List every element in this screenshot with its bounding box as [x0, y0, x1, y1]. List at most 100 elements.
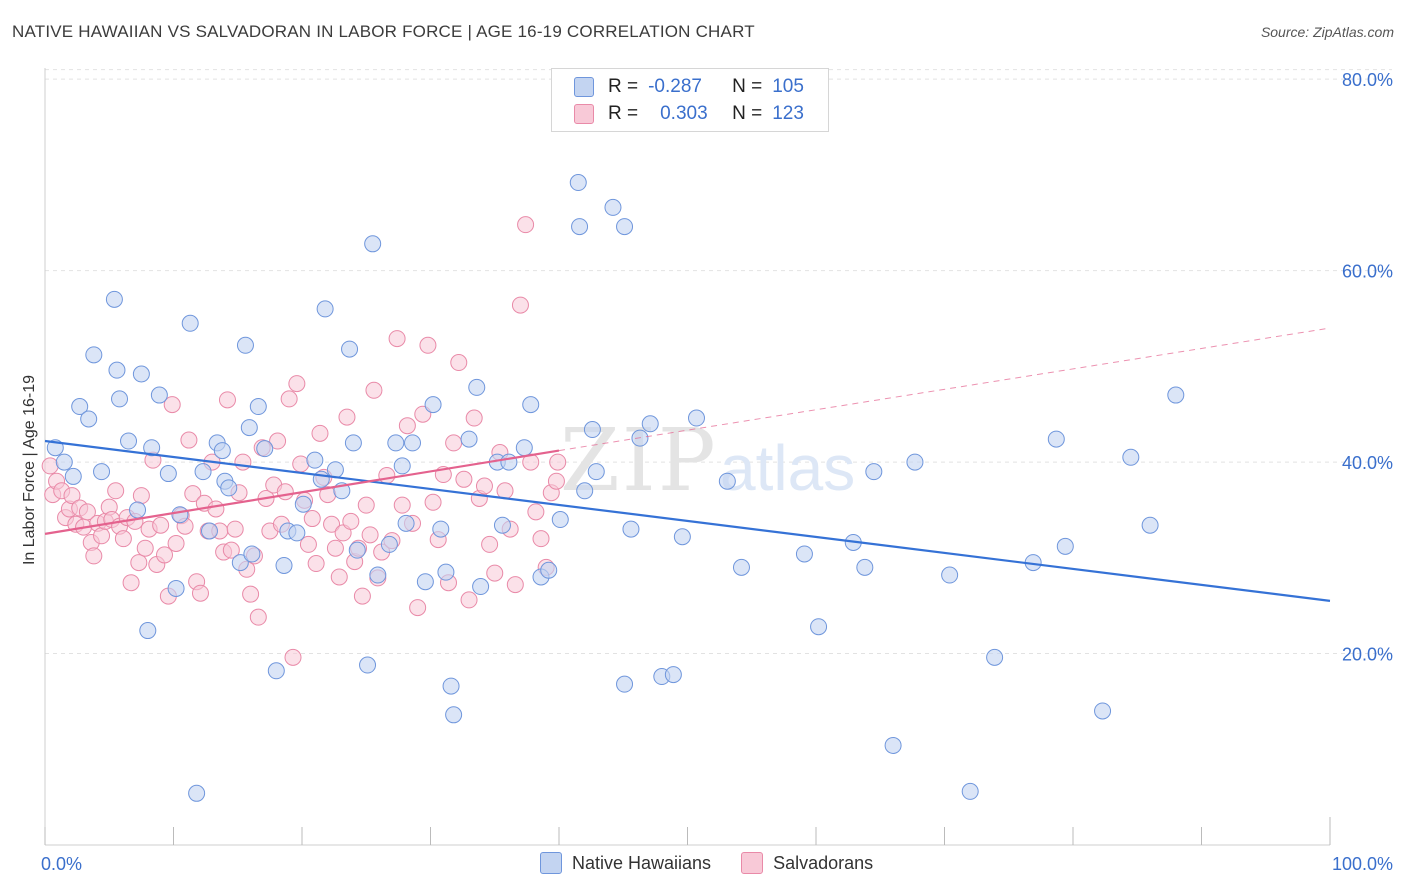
blue-swatch-icon: [574, 77, 594, 97]
salvadoran-point: [78, 503, 96, 521]
n-label: N =: [732, 76, 763, 97]
native-hawaiian-point: [673, 528, 691, 546]
native-hawaiian-point: [71, 398, 89, 416]
salvadoran-point: [63, 487, 81, 505]
native-hawaiian-point: [404, 434, 422, 452]
native-hawaiian-point: [120, 432, 138, 450]
native-hawaiian-point: [569, 174, 587, 192]
salvadoran-point: [424, 493, 442, 511]
native-hawaiian-point: [143, 439, 161, 457]
native-hawaiian-point: [220, 479, 238, 497]
salvadoran-point: [338, 408, 356, 426]
y-axis-label: In Labor Force | Age 16-19: [21, 374, 38, 566]
salvadoran-point: [85, 547, 103, 565]
native-hawaiian-point: [188, 784, 206, 802]
salvadoran-trend-line: [44, 449, 560, 535]
native-hawaiian-point: [267, 662, 285, 680]
native-hawaiian-point: [616, 675, 634, 693]
native-hawaiian-point: [718, 472, 736, 490]
native-hawaiian-point: [150, 386, 168, 404]
native-hawaiian-point: [105, 290, 123, 308]
salvadoran-point: [445, 434, 463, 452]
salvadoran-point: [249, 608, 267, 626]
native-hawaiian-point: [348, 541, 366, 559]
pink-swatch-icon: [574, 104, 594, 124]
salvadoran-point: [93, 527, 111, 545]
salvadoran-point: [465, 409, 483, 427]
native-hawaiian-point: [231, 554, 249, 572]
salvadoran-point: [41, 457, 59, 475]
salvadoran-point: [191, 584, 209, 602]
salvadoran-point: [323, 515, 341, 533]
pink-square-icon: [741, 852, 764, 874]
legend-item-salvadorans: Salvadorans: [741, 852, 873, 874]
x-tick-label: 0.0%: [41, 854, 82, 874]
native-hawaiian-point: [961, 782, 979, 800]
salvadoran-point: [276, 483, 294, 501]
salvadoran-point: [398, 417, 416, 435]
series-legend: Native Hawaiians Salvadorans: [540, 852, 903, 874]
salvadoran-point: [419, 336, 437, 354]
stats-legend-row-pink: R = 0.303 N = 123: [574, 102, 804, 126]
native-hawaiian-point: [139, 622, 157, 640]
salvadoran-point: [409, 599, 427, 617]
salvadoran-point: [288, 375, 306, 393]
salvadoran-point: [136, 539, 154, 557]
native-hawaiian-point: [941, 566, 959, 584]
native-hawaiian-point: [445, 706, 463, 724]
salvadoran-point: [365, 381, 383, 399]
y-tick-label: 80.0%: [1342, 70, 1393, 90]
native-hawaiian-point: [616, 218, 634, 236]
native-hawaiian-point: [380, 535, 398, 553]
r-label: R =: [608, 76, 639, 97]
salvadoran-point: [481, 535, 499, 553]
native-hawaiian-point: [364, 235, 382, 253]
native-hawaiian-trend-line: [44, 439, 1331, 602]
salvadoran-point: [532, 530, 550, 548]
native-hawaiian-point: [213, 442, 231, 460]
native-hawaiian-point: [1122, 448, 1140, 466]
native-hawaiian-point: [249, 398, 267, 416]
native-hawaiian-point: [500, 453, 518, 471]
native-hawaiian-point: [369, 566, 387, 584]
salvadoran-point: [234, 453, 252, 471]
salvadoran-point: [226, 520, 244, 538]
native-hawaiian-point: [393, 457, 411, 475]
y-tick-label: 40.0%: [1342, 453, 1393, 473]
watermark-atlas: atlas: [720, 432, 855, 504]
native-hawaiian-point: [795, 545, 813, 563]
y-tick-label: 20.0%: [1342, 645, 1393, 665]
salvadoran-point: [180, 431, 198, 449]
native-hawaiian-point: [432, 520, 450, 538]
salvadoran-point: [353, 587, 371, 605]
native-hawaiian-point: [571, 218, 589, 236]
salvadoran-point: [393, 496, 411, 514]
salvadoran-point: [460, 591, 478, 609]
native-hawaiian-point: [622, 520, 640, 538]
salvadoran-trend-extension: [558, 327, 1331, 452]
native-hawaiian-point: [687, 409, 705, 427]
native-hawaiian-point: [288, 524, 306, 542]
native-hawaiian-point: [604, 198, 622, 216]
n-value-blue: 105: [772, 76, 804, 97]
native-hawaiian-point: [884, 736, 902, 754]
r-value-blue: -0.287: [648, 76, 702, 97]
native-hawaiian-point: [1047, 430, 1065, 448]
salvadoran-point: [222, 541, 240, 559]
y-tick-label: 60.0%: [1342, 262, 1393, 282]
salvadoran-point: [361, 526, 379, 544]
n-label: N =: [732, 103, 763, 124]
salvadoran-point: [184, 485, 202, 503]
native-hawaiian-point: [865, 463, 883, 481]
salvadoran-point: [284, 648, 302, 666]
salvadoran-point: [156, 546, 174, 564]
salvadoran-point: [303, 510, 321, 528]
native-hawaiian-point: [810, 618, 828, 636]
legend-label-native-hawaiians: Native Hawaiians: [572, 852, 712, 873]
native-hawaiian-point: [344, 434, 362, 452]
salvadoran-point: [549, 453, 567, 471]
salvadoran-point: [299, 535, 317, 553]
native-hawaiian-point: [437, 563, 455, 581]
salvadoran-point: [132, 487, 150, 505]
